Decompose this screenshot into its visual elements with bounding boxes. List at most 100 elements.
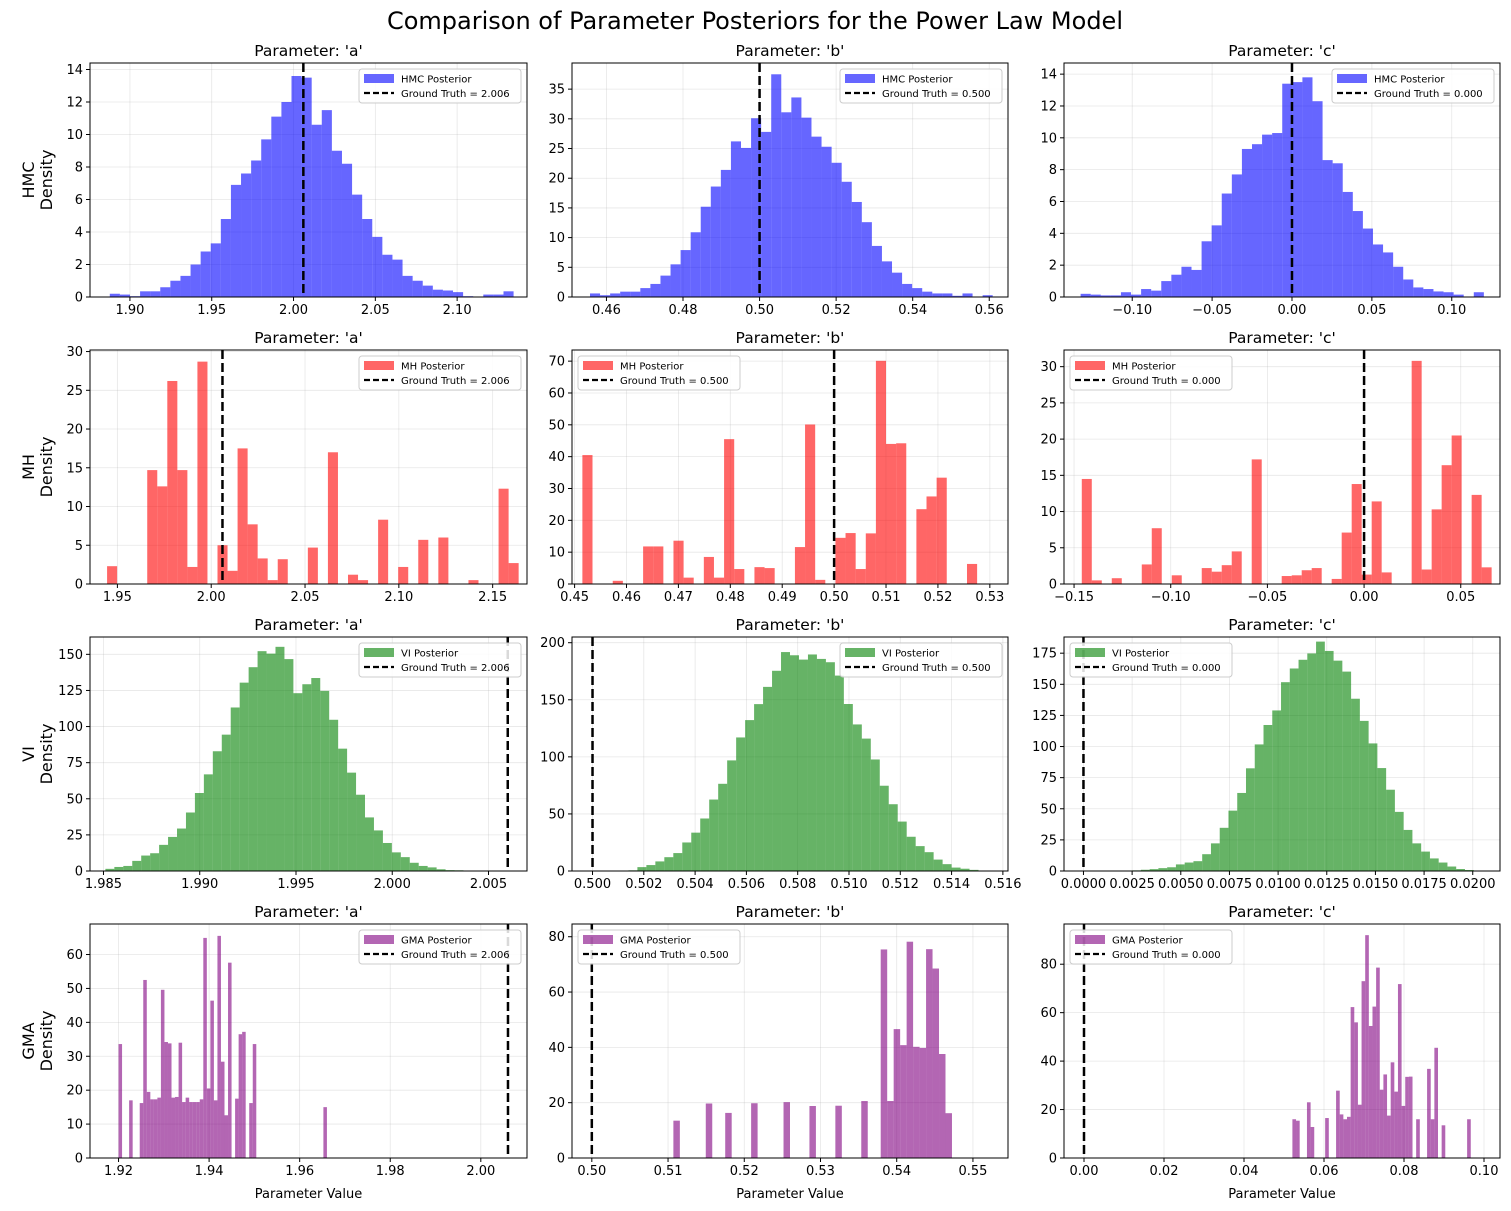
legend-swatch — [845, 648, 875, 657]
y-tick-label: 30 — [548, 112, 565, 127]
y-tick-label: 80 — [548, 930, 565, 945]
legend-box — [577, 929, 741, 965]
histogram-bar — [1357, 1104, 1362, 1158]
histogram-bar — [261, 139, 272, 297]
x-tick-label: 0.04 — [1230, 1164, 1259, 1179]
x-tick-label: 0.02 — [1150, 1164, 1179, 1179]
histogram-bar — [655, 861, 665, 871]
histogram-bars — [1081, 360, 1492, 584]
x-tick-label: 0.0025 — [1109, 877, 1155, 892]
histogram-bar — [1427, 1068, 1431, 1158]
axes-frame — [571, 349, 1009, 585]
histogram-bar — [362, 219, 373, 297]
y-tick-label: 0 — [75, 1152, 83, 1167]
histogram-bar — [1091, 580, 1102, 584]
y-tick-label: 5 — [1049, 541, 1057, 556]
y-tick-label: 125 — [1032, 709, 1057, 724]
histogram-bar — [1403, 829, 1413, 871]
legend-series-label: HMC Posterior — [1374, 75, 1445, 86]
panel-gma-b: 0.50 0.51 0.52 0.53 0.54 0.55 0 20 40 60 80 Paramet… — [548, 903, 1009, 1202]
histogram-bars — [1292, 935, 1471, 1158]
legend-swatch — [364, 74, 394, 83]
panel-title: Parameter: 'a' — [254, 42, 363, 60]
histogram-bar — [341, 163, 353, 297]
histogram-bar — [1342, 671, 1352, 871]
histogram-bar — [888, 804, 898, 871]
histogram-bar — [936, 477, 947, 584]
histogram-bar — [831, 162, 842, 297]
histogram-bar — [730, 141, 742, 297]
x-tick-label: −0.10 — [1151, 590, 1191, 605]
histogram-bar — [140, 291, 151, 297]
legend-truth-label: Ground Truth = 0.500 — [620, 950, 729, 961]
legend-truth-label: Ground Truth = 2.006 — [401, 950, 510, 961]
histogram-bar — [902, 283, 913, 297]
histogram-bar — [1202, 854, 1211, 871]
histogram-bar — [230, 184, 242, 297]
panel-gma-a: 1.92 1.94 1.96 1.98 2.00 0 10 20 30 40 50 60 Paramet… — [19, 903, 528, 1202]
y-tick-label: 60 — [548, 986, 565, 1001]
histogram-bar — [192, 1102, 197, 1158]
legend-truth-label: Ground Truth = 0.000 — [1112, 376, 1221, 387]
x-tick-label: 1.96 — [285, 1164, 314, 1179]
histogram-bar — [1412, 843, 1422, 871]
histogram-bar — [1351, 484, 1362, 584]
legend-series-label: VI Posterior — [401, 649, 459, 660]
histogram-bar — [861, 222, 872, 297]
x-tick-label: 0.516 — [984, 877, 1021, 892]
x-tick-label: 0.05 — [1357, 303, 1386, 318]
row-label-method: HMC — [19, 161, 38, 198]
y-tick-label: 40 — [1040, 1055, 1057, 1070]
histogram-bar — [237, 448, 248, 584]
legend-series-label: MH Posterior — [620, 362, 684, 373]
y-tick-label: 30 — [548, 482, 565, 497]
y-tick-label: 75 — [1040, 771, 1057, 786]
x-tick-label: 2.10 — [384, 590, 413, 605]
legend-series-label: GMA Posterior — [1112, 936, 1183, 947]
histogram-bar — [643, 546, 654, 584]
histogram-bar — [1336, 1090, 1340, 1158]
histogram-bar — [1397, 984, 1402, 1158]
histogram-bar — [1325, 1118, 1329, 1158]
x-tick-label: 0.506 — [728, 877, 765, 892]
histogram-bar — [230, 707, 240, 871]
legend: VI Posterior Ground Truth = 0.500 — [839, 642, 1003, 678]
y-tick-label: 0 — [75, 291, 83, 306]
histogram-bar — [338, 748, 348, 871]
histogram-bar — [1151, 528, 1162, 584]
x-tick-label: 0.502 — [625, 877, 662, 892]
histogram-bar — [896, 443, 907, 584]
histogram-bar — [107, 566, 118, 584]
histogram-bar — [1149, 869, 1159, 871]
histogram-bar — [1263, 724, 1273, 871]
y-tick-label: 4 — [1049, 227, 1057, 242]
histogram-bar — [1141, 564, 1152, 584]
histogram-bar — [691, 832, 701, 871]
histogram-bar — [825, 662, 835, 871]
histogram-bar — [1245, 768, 1255, 871]
x-tick-label: 0.51 — [872, 590, 901, 605]
legend-truth-label: Ground Truth = 0.500 — [620, 376, 729, 387]
histogram-bar — [673, 853, 683, 871]
axes-frame — [1063, 636, 1501, 872]
histogram-bar — [1390, 1062, 1395, 1158]
axes-frame — [571, 923, 1009, 1159]
x-tick-label: 2.15 — [478, 590, 507, 605]
histogram-bar — [724, 439, 735, 584]
histogram-bar — [1241, 148, 1252, 297]
histogram-bar — [185, 812, 195, 871]
row-label-density: Density — [37, 437, 56, 498]
histogram-bar — [238, 1034, 243, 1158]
histogram-bar — [402, 275, 413, 297]
legend-box — [1069, 929, 1233, 965]
histogram-bar — [427, 867, 437, 871]
histogram-bar — [409, 862, 419, 871]
histogram-bar — [736, 737, 746, 871]
y-tick-label: 25 — [66, 384, 83, 399]
row-label-density: Density — [37, 1011, 56, 1072]
histogram-bar — [1354, 1022, 1358, 1158]
histogram-bar — [683, 577, 694, 584]
histogram-bar — [1362, 228, 1373, 297]
histogram-bar — [922, 291, 933, 297]
x-tick-label: −0.10 — [1112, 303, 1152, 318]
